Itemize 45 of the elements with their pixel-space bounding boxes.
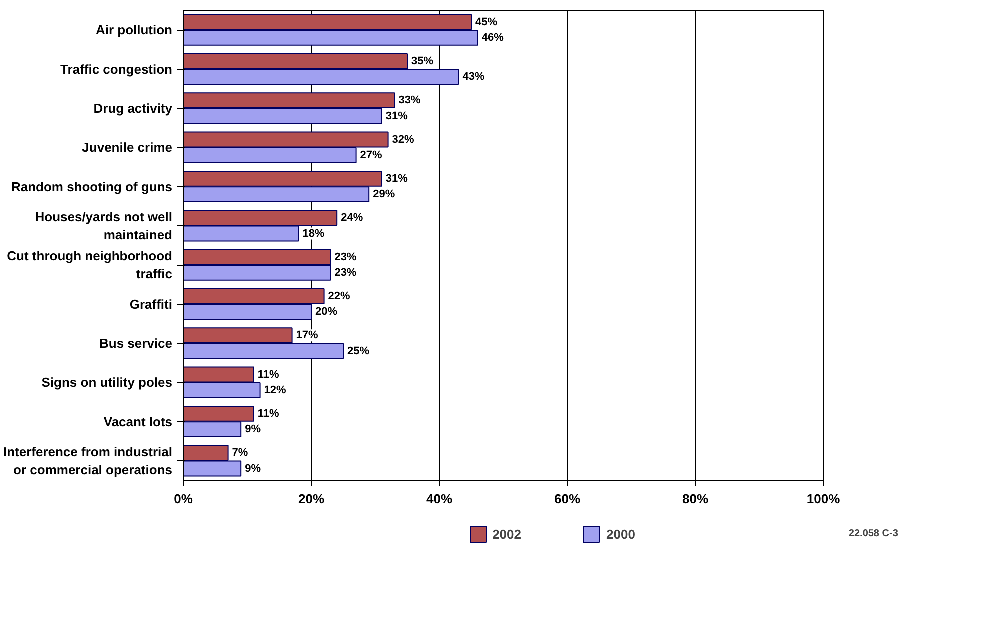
text: 22.058 C-3 (848, 528, 899, 540)
y-tick-label: Cut through neighborhood traffic (7, 248, 173, 282)
data-label: 31% (386, 110, 408, 122)
x-tick-label: 80% (682, 492, 709, 506)
y-tick-label: Signs on utility poles (42, 375, 173, 390)
y-tick-label: Random shooting of guns (11, 179, 173, 194)
data-label: 31% (386, 172, 408, 185)
y-tick-label: Graffiti (130, 296, 173, 312)
y-tick-label: Vacant lots (104, 414, 173, 430)
y-tick-label: Traffic congestion (60, 62, 173, 77)
x-tick-label: 0% (174, 492, 194, 506)
data-label: 18% (302, 228, 325, 240)
y-tick-label: Juvenile crime (82, 140, 172, 156)
data-label: 43% (462, 71, 485, 84)
data-label: 29% (373, 188, 396, 201)
data-label: 17% (296, 330, 319, 342)
data-label: 11% (258, 368, 280, 381)
y-tick-label: Bus service (100, 336, 173, 351)
data-label: 32% (392, 134, 415, 146)
data-label: 11% (258, 408, 280, 420)
legend-label: 2000 (606, 526, 636, 542)
x-tick-label: 100% (806, 492, 841, 506)
data-label: 27% (360, 149, 383, 162)
data-label: 9% (245, 424, 262, 436)
y-tick-label: Interference from industrial or commercial operations (3, 444, 173, 478)
data-label: 23% (334, 251, 357, 264)
data-label: 35% (412, 55, 434, 68)
data-label: 25% (348, 345, 370, 358)
legend-label: 2002 (492, 526, 522, 542)
x-tick-label: 60% (554, 492, 581, 506)
data-label: 24% (341, 212, 364, 224)
data-label: 20% (316, 306, 338, 318)
data-label: 22% (328, 290, 351, 302)
data-label: 46% (482, 32, 504, 44)
data-label: 12% (264, 384, 287, 396)
y-tick-label: Air pollution (96, 22, 173, 38)
data-label: 23% (334, 266, 357, 279)
data-label: 9% (245, 462, 262, 475)
y-tick-label: Houses/yards not well maintained (35, 209, 173, 242)
data-label: 45% (476, 16, 498, 28)
x-tick-label: 40% (426, 492, 453, 506)
data-label: 7% (232, 447, 248, 460)
y-tick-label: Drug activity (94, 100, 174, 116)
data-label: 33% (398, 94, 421, 107)
x-tick-label: 20% (298, 492, 325, 506)
